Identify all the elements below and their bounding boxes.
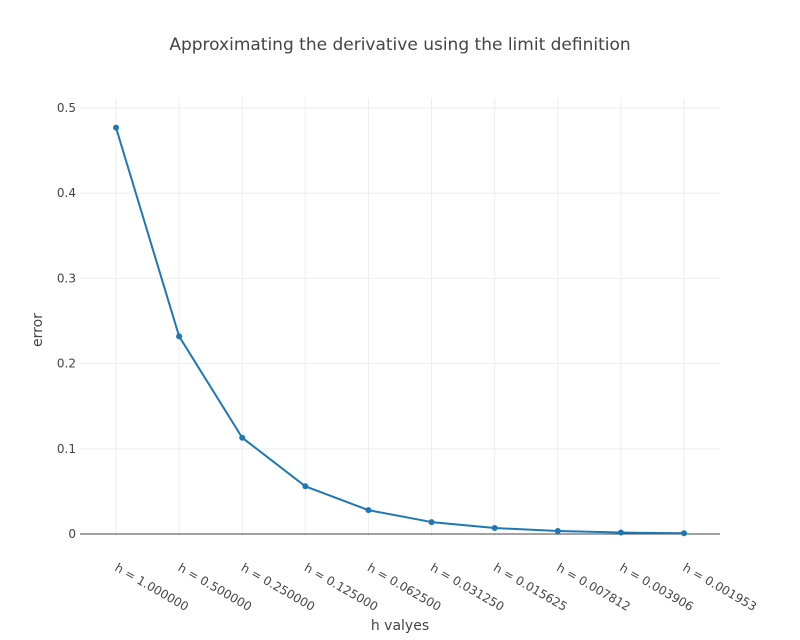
data-point (491, 525, 498, 532)
y-tick-label: 0.2 (57, 357, 76, 371)
data-point (681, 530, 687, 537)
data-point (554, 528, 561, 535)
data-point (302, 483, 309, 490)
series (113, 124, 687, 537)
grid-lines (80, 98, 720, 536)
y-tick-label: 0.1 (57, 442, 76, 456)
chart-title: Approximating the derivative using the l… (169, 35, 630, 55)
data-point (176, 333, 183, 340)
data-point (617, 529, 624, 536)
y-tick-labels: 0 0.1 0.2 0.3 0.4 0.5 (57, 101, 76, 541)
y-tick-label: 0.5 (57, 101, 76, 115)
y-tick-label: 0 (68, 527, 76, 541)
y-tick-label: 0.4 (57, 186, 76, 200)
x-axis-title: h valyes (371, 618, 429, 634)
data-point (365, 507, 372, 514)
data-point (428, 519, 435, 526)
series-line (115, 127, 685, 535)
data-point (239, 434, 246, 441)
y-tick-label: 0.3 (57, 271, 76, 285)
data-point (113, 124, 119, 131)
y-axis-title: error (30, 313, 46, 347)
